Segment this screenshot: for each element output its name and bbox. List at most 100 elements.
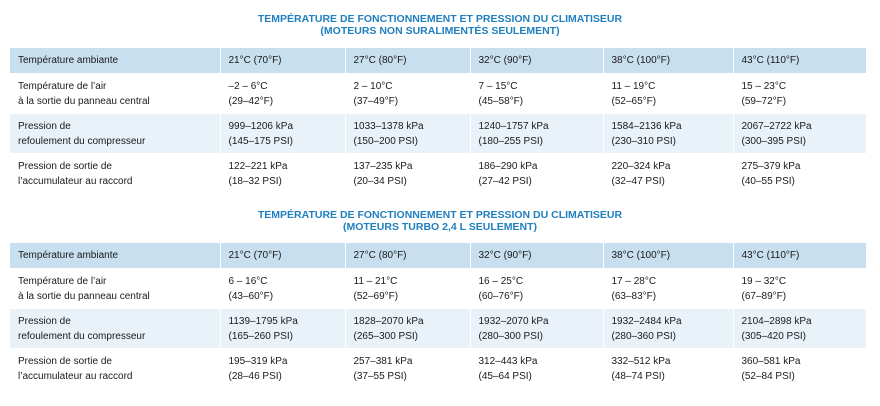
value-cell: 999–1206 kPa (145–175 PSI) [220, 113, 346, 154]
header-cell: 27°C (80°F) [345, 48, 471, 74]
header-cell: 27°C (80°F) [345, 243, 471, 269]
value-line: (32–47 PSI) [611, 175, 665, 187]
value-line: (280–360 PSI) [611, 330, 677, 342]
title-line-2: (MOTEURS NON SURALIMENTÉS SEULEMENT) [320, 25, 560, 37]
row-label-line: à la sortie du panneau central [18, 95, 150, 107]
value-line: (67–89°F) [741, 290, 787, 302]
value-line: 220–324 kPa [611, 160, 671, 172]
row-label-line: l’accumulateur au raccord [18, 370, 133, 382]
value-cell: 220–324 kPa (32–47 PSI) [603, 153, 734, 193]
value-line: 195–319 kPa [228, 355, 288, 367]
value-line: (180–255 PSI) [478, 135, 544, 147]
ac-table-non-turbo: Température ambiante 21°C (70°F) 27°C (8… [10, 48, 866, 193]
value-line: 16 – 25°C [478, 275, 524, 287]
value-line: 332–512 kPa [611, 355, 671, 367]
row-label: Pression de refoulement du compresseur [10, 113, 221, 154]
value-line: 2 – 10°C [353, 80, 393, 92]
row-label-line: Pression de [18, 315, 71, 327]
row-label-line: refoulement du compresseur [18, 135, 146, 147]
value-line: 1240–1757 kPa [478, 120, 549, 132]
value-line: 122–221 kPa [228, 160, 288, 172]
value-line: (52–65°F) [611, 95, 657, 107]
value-line: (145–175 PSI) [228, 135, 294, 147]
row-label: Pression de sortie de l’accumulateur au r… [10, 348, 221, 388]
value-cell: 1932–2484 kPa (280–360 PSI) [603, 308, 734, 349]
value-line: 11 – 21°C [353, 275, 398, 287]
value-line: 2104–2898 kPa [741, 315, 812, 327]
value-line: 17 – 28°C [611, 275, 657, 287]
value-cell: 2104–2898 kPa (305–420 PSI) [733, 308, 866, 349]
table-title-turbo: TEMPÉRATURE DE FONCTIONNEMENT ET PRESSIO… [0, 209, 880, 233]
value-line: 1932–2484 kPa [611, 315, 682, 327]
value-line: (45–64 PSI) [478, 370, 532, 382]
ac-table-turbo: Température ambiante 21°C (70°F) 27°C (8… [10, 243, 866, 388]
value-line: (37–49°F) [353, 95, 399, 107]
value-line: (230–310 PSI) [611, 135, 677, 147]
header-cell: 32°C (90°F) [470, 48, 604, 74]
value-line: (52–84 PSI) [741, 370, 795, 382]
row-label: Température de l’air à la sortie du panne… [10, 268, 221, 309]
table-row: Pression de sortie de l’accumulateur au r… [10, 153, 866, 193]
value-line: (265–300 PSI) [353, 330, 419, 342]
row-label: Pression de refoulement du compresseur [10, 308, 221, 349]
header-cell: 21°C (70°F) [220, 48, 346, 74]
value-cell: –2 – 6°C (29–42°F) [220, 73, 346, 114]
value-line: (29–42°F) [228, 95, 274, 107]
value-cell: 2 – 10°C (37–49°F) [345, 73, 471, 114]
value-line: –2 – 6°C [228, 80, 268, 92]
value-line: (27–42 PSI) [478, 175, 532, 187]
value-cell: 1932–2070 kPa (280–300 PSI) [470, 308, 604, 349]
value-cell: 1033–1378 kPa (150–200 PSI) [345, 113, 471, 154]
value-cell: 360–581 kPa (52–84 PSI) [733, 348, 866, 388]
value-line: (28–46 PSI) [228, 370, 282, 382]
value-line: 7 – 15°C [478, 80, 518, 92]
title-line-1: TEMPÉRATURE DE FONCTIONNEMENT ET PRESSIO… [257, 209, 623, 221]
header-cell-ambient: Température ambiante [10, 243, 221, 269]
table-row: Pression de refoulement du compresseur 11… [10, 308, 866, 349]
row-label-line: Pression de sortie de [18, 160, 112, 172]
table-title-non-turbo: TEMPÉRATURE DE FONCTIONNEMENT ET PRESSIO… [0, 13, 880, 37]
header-cell-ambient: Température ambiante [10, 48, 221, 74]
row-label-line: Température de l’air [18, 80, 107, 92]
value-cell: 1240–1757 kPa (180–255 PSI) [470, 113, 604, 154]
value-line: (40–55 PSI) [741, 175, 795, 187]
row-label-line: Pression de [18, 120, 71, 132]
value-cell: 16 – 25°C (60–76°F) [470, 268, 604, 309]
value-cell: 11 – 19°C (52–65°F) [603, 73, 734, 114]
value-cell: 1139–1795 kPa (165–260 PSI) [220, 308, 346, 349]
value-line: (43–60°F) [228, 290, 274, 302]
row-label-line: refoulement du compresseur [18, 330, 146, 342]
table-row: Pression de refoulement du compresseur 99… [10, 113, 866, 154]
header-row: Température ambiante 21°C (70°F) 27°C (8… [10, 48, 866, 74]
value-cell: 1828–2070 kPa (265–300 PSI) [345, 308, 471, 349]
value-line: (18–32 PSI) [228, 175, 282, 187]
value-line: (60–76°F) [478, 290, 524, 302]
value-cell: 186–290 kPa (27–42 PSI) [470, 153, 604, 193]
value-line: 360–581 kPa [741, 355, 801, 367]
value-line: 1033–1378 kPa [353, 120, 424, 132]
value-cell: 122–221 kPa (18–32 PSI) [220, 153, 346, 193]
value-cell: 137–235 kPa (20–34 PSI) [345, 153, 471, 193]
header-cell: 38°C (100°F) [603, 48, 734, 74]
value-line: (280–300 PSI) [478, 330, 544, 342]
value-cell: 19 – 32°C (67–89°F) [733, 268, 866, 309]
value-line: 19 – 32°C [741, 275, 787, 287]
header-cell: 38°C (100°F) [603, 243, 734, 269]
row-label-line: Pression de sortie de [18, 355, 112, 367]
value-cell: 6 – 16°C (43–60°F) [220, 268, 346, 309]
row-label-line: à la sortie du panneau central [18, 290, 150, 302]
table-row: Température de l’air à la sortie du panne… [10, 73, 866, 114]
value-line: (165–260 PSI) [228, 330, 294, 342]
value-line: 6 – 16°C [228, 275, 268, 287]
value-line: 2067–2722 kPa [741, 120, 812, 132]
row-label-line: Température de l’air [18, 275, 107, 287]
row-label: Pression de sortie de l’accumulateur au r… [10, 153, 221, 193]
value-line: (20–34 PSI) [353, 175, 407, 187]
value-line: 1932–2070 kPa [478, 315, 549, 327]
value-line: 11 – 19°C [611, 80, 656, 92]
value-line: (48–74 PSI) [611, 370, 665, 382]
value-line: 15 – 23°C [741, 80, 787, 92]
value-line: (300–395 PSI) [741, 135, 807, 147]
value-line: (150–200 PSI) [353, 135, 419, 147]
